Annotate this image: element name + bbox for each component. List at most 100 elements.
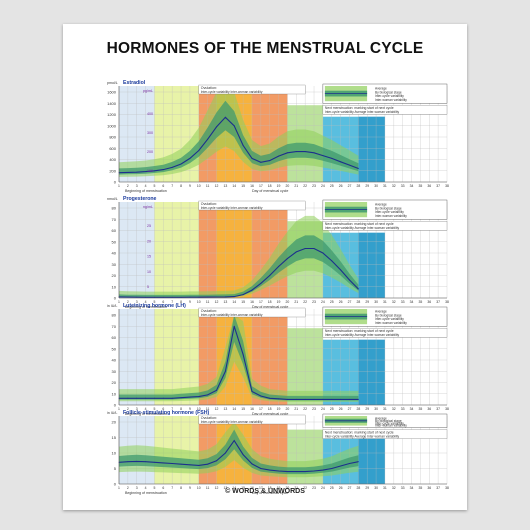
y-tick-label: 80: [112, 206, 117, 211]
data-point: [251, 391, 253, 392]
x-tick-label: 12: [215, 407, 219, 411]
data-point: [154, 170, 155, 172]
y-tick-label: 1200: [107, 112, 117, 117]
data-point: [242, 294, 244, 296]
data-point: [340, 269, 342, 271]
copyright-footer: © WORDS & UNWORDS: [225, 488, 305, 495]
legend-item: Inter-woman variability: [375, 321, 407, 325]
data-point: [207, 463, 209, 465]
unit-label: pmol/L: [107, 81, 118, 85]
x-tick-label: 34: [410, 486, 414, 490]
x-tick-label: 17: [259, 184, 263, 188]
x-tick-label: 37: [436, 184, 440, 188]
hormone-label: Follicle-stimulating hormone (FSH): [123, 410, 209, 416]
y-tick-label: 800: [109, 135, 116, 140]
x-tick-label: 33: [401, 407, 405, 411]
x-tick-label: 29: [365, 486, 369, 490]
x-tick-label: 38: [445, 407, 449, 411]
y-tick-label: 50: [112, 346, 117, 351]
data-point: [331, 260, 333, 262]
x-tick-label: 32: [392, 407, 396, 411]
data-point: [136, 171, 138, 173]
x-tick-label: 9: [189, 184, 191, 188]
x-tick-label: 11: [206, 486, 210, 490]
right-unit-label: ng/mL: [143, 205, 153, 209]
inter-cycle-variability-area: [119, 100, 359, 175]
next-menstruation-subtitle: Inter-cycle variability Average Inter-wo…: [325, 435, 400, 439]
hormone-label: Progesterone: [123, 196, 157, 202]
x-tick-label: 34: [410, 300, 414, 304]
data-point: [295, 151, 297, 153]
next-cycle-core-band: [358, 232, 385, 298]
x-axis-label: Day of menstrual cycle: [252, 412, 288, 416]
next-menstruation-annotation: Next menstruation: marking start of next…: [322, 105, 448, 115]
data-point: [295, 398, 297, 400]
poster: HORMONES OF THE MENSTRUAL CYCLE 0 200 400 6…: [63, 24, 467, 510]
x-tick-label: 28: [356, 184, 360, 188]
x-tick-label: 30: [374, 184, 378, 188]
x-tick-label: 28: [356, 300, 360, 304]
x-tick-label: 1: [118, 184, 120, 188]
ovulation-title: Ovulation:: [201, 416, 217, 420]
data-point: [269, 397, 271, 399]
data-point: [154, 397, 155, 399]
x-tick-label: 13: [223, 486, 227, 490]
x-tick-label: 4: [145, 407, 147, 411]
inter-cycle-variability-area: [119, 429, 359, 475]
data-point: [154, 296, 155, 298]
x-tick-label: 24: [321, 184, 325, 188]
right-tick-label: 300: [147, 131, 153, 135]
x-tick-label: 16: [250, 184, 254, 188]
x-tick-label: 7: [171, 486, 173, 490]
x-tick-label: 7: [171, 300, 173, 304]
y-tick-label: 1000: [107, 123, 117, 128]
data-point: [127, 397, 129, 399]
data-point: [304, 151, 306, 153]
hormone-label: Luteinizing hormone (LH): [123, 303, 186, 309]
y-tick-label: 0: [114, 296, 117, 301]
data-point: [162, 296, 164, 298]
data-point: [233, 440, 235, 442]
data-point: [322, 469, 324, 471]
y-tick-label: 50: [112, 239, 117, 244]
data-point: [127, 296, 129, 298]
next-menstruation-subtitle: Inter-cycle variability Average Inter-wo…: [325, 333, 400, 337]
x-tick-label: 20: [286, 486, 290, 490]
x-tick-label: 21: [294, 184, 298, 188]
next-cycle-core-band: [358, 116, 385, 182]
y-tick-label: 5: [114, 466, 117, 471]
x-tick-label: 29: [365, 184, 369, 188]
x-tick-label: 9: [189, 300, 191, 304]
data-point: [251, 157, 253, 159]
data-point: [269, 160, 271, 162]
x-tick-label: 27: [348, 184, 352, 188]
x-tick-label: 2: [127, 407, 129, 411]
x-tick-label: 26: [339, 407, 343, 411]
data-point: [198, 150, 200, 151]
data-point: [145, 461, 147, 463]
x-tick-label: 8: [180, 407, 182, 411]
y-tick-label: 1400: [107, 101, 117, 106]
ovulation-title: Ovulation:: [201, 86, 217, 90]
data-point: [233, 325, 235, 327]
x-tick-label: 12: [215, 300, 219, 304]
data-point: [242, 454, 244, 455]
x-tick-label: 22: [303, 184, 307, 188]
y-tick-label: 30: [112, 369, 117, 374]
x-tick-label: 13: [223, 407, 227, 411]
x-tick-label: 15: [241, 300, 245, 304]
data-point: [357, 168, 359, 169]
x-tick-label: 36: [427, 486, 431, 490]
data-point: [349, 164, 350, 166]
x-tick-label: 28: [356, 486, 360, 490]
x-tick-label: 1: [118, 300, 120, 304]
right-tick-label: 100: [147, 169, 153, 173]
data-point: [189, 396, 191, 398]
x-tick-label: 21: [294, 486, 298, 490]
y-tick-label: 20: [112, 420, 117, 425]
data-point: [216, 460, 217, 462]
legend-item: Inter-woman variability: [375, 98, 407, 102]
x-tick-label: 24: [321, 300, 325, 304]
y-tick-label: 600: [109, 146, 116, 151]
